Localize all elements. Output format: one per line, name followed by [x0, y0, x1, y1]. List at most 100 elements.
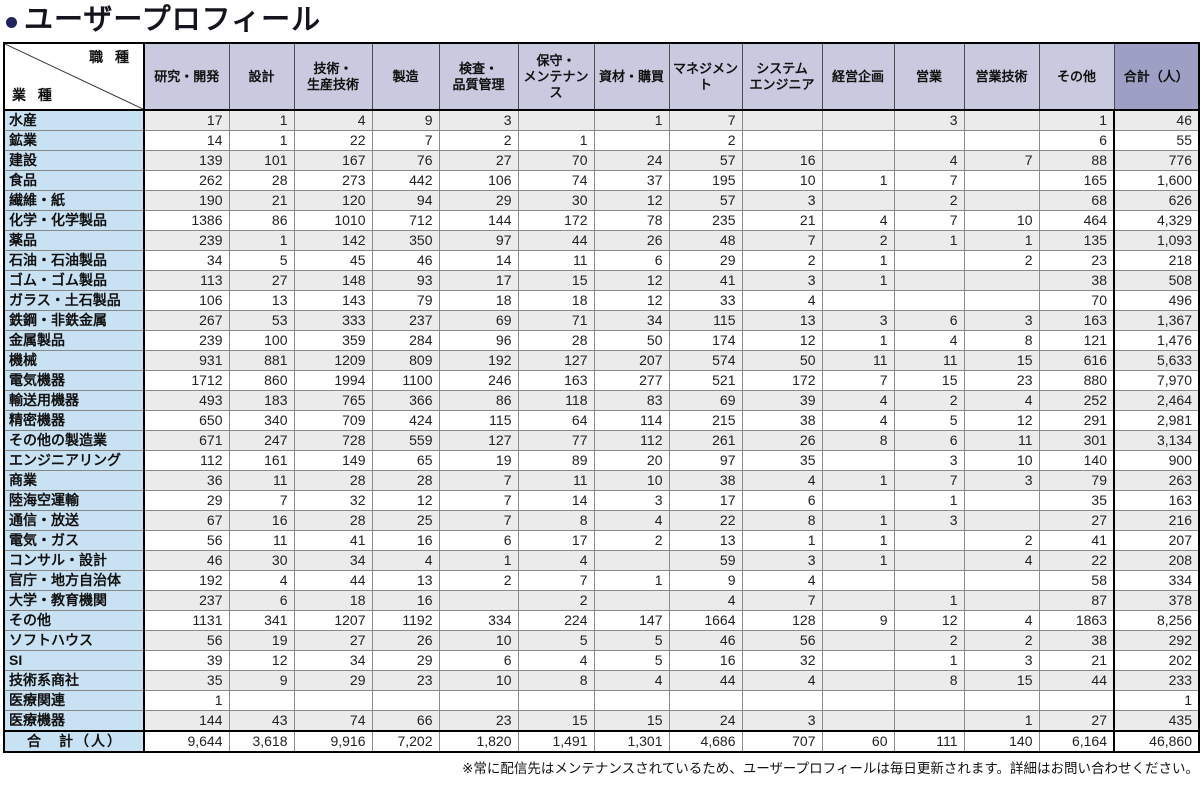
- table-row: 輸送用機器 493 183 765 366 86 118 83 69 39 4 2 4 252 2,464: [3, 390, 1200, 412]
- data-cell: 1: [963, 230, 1040, 252]
- table-row: 官庁・地方自治体 192 4 44 13 2 7 1 9 4 58 334: [3, 570, 1200, 592]
- data-cell: 13: [371, 570, 440, 592]
- data-cell: 28: [228, 170, 295, 192]
- data-cell: 26: [371, 630, 440, 652]
- data-cell: 5: [893, 410, 965, 432]
- row-total-cell: 2,981: [1113, 410, 1200, 432]
- data-cell: 12: [963, 410, 1040, 432]
- data-cell: 21: [1038, 650, 1115, 672]
- row-total-cell: 435: [1113, 710, 1200, 732]
- table-row: 電気・ガス 56 11 41 16 6 17 2 13 1 1 2 41 207: [3, 530, 1200, 552]
- data-cell: 273: [293, 170, 373, 192]
- data-cell: 17: [517, 530, 595, 552]
- row-label: 医療関連: [3, 690, 145, 712]
- row-total-cell: 292: [1113, 630, 1200, 652]
- table-row: 通信・放送 67 16 28 25 7 8 4 22 8 1 3 27 216: [3, 510, 1200, 532]
- data-cell: 2: [963, 250, 1040, 272]
- column-header: 設計: [228, 42, 295, 112]
- data-cell: [438, 690, 519, 712]
- row-label: 技術系商社: [3, 670, 145, 692]
- data-cell: 19: [228, 630, 295, 652]
- data-cell: 14: [517, 490, 595, 512]
- data-cell: 19: [438, 450, 519, 472]
- data-cell: 50: [593, 330, 670, 352]
- data-cell: 127: [438, 430, 519, 452]
- data-cell: 23: [963, 370, 1040, 392]
- data-cell: [517, 690, 595, 712]
- data-cell: 97: [668, 450, 743, 472]
- data-cell: [963, 570, 1040, 592]
- data-cell: 4: [821, 210, 895, 232]
- data-cell: 464: [1038, 210, 1115, 232]
- data-cell: 29: [371, 650, 440, 672]
- data-cell: 2: [893, 390, 965, 412]
- data-cell: 1100: [371, 370, 440, 392]
- data-cell: [893, 290, 965, 312]
- data-cell: 239: [143, 230, 230, 252]
- data-cell: 7: [741, 590, 823, 612]
- page-title: ユーザープロフィール: [24, 4, 322, 36]
- data-cell: [893, 710, 965, 732]
- data-cell: 2: [963, 630, 1040, 652]
- data-cell: 76: [371, 150, 440, 172]
- data-cell: 2: [438, 130, 519, 152]
- column-header: 営業: [893, 42, 965, 112]
- data-cell: 11: [228, 470, 295, 492]
- data-cell: 29: [438, 190, 519, 212]
- data-cell: 616: [1038, 350, 1115, 372]
- data-cell: 6: [438, 650, 519, 672]
- data-cell: 215: [668, 410, 743, 432]
- data-cell: 38: [668, 470, 743, 492]
- data-cell: 7: [821, 370, 895, 392]
- data-cell: 121: [1038, 330, 1115, 352]
- data-cell: 4: [517, 550, 595, 572]
- data-cell: [668, 690, 743, 712]
- row-label: 陸海空運輸: [3, 490, 145, 512]
- data-cell: 1207: [293, 610, 373, 632]
- row-label: ソフトハウス: [3, 630, 145, 652]
- row-total-cell: 46,860: [1113, 730, 1200, 754]
- data-cell: 149: [293, 450, 373, 472]
- data-cell: [593, 130, 670, 152]
- table-row: コンサル・設計 46 30 34 4 1 4 59 3 1 4 22 208: [3, 550, 1200, 572]
- table-row: 繊維・紙 190 21 120 94 29 30 12 57 3 2 68 626: [3, 190, 1200, 212]
- data-cell: 46: [143, 550, 230, 572]
- data-cell: 53: [228, 310, 295, 332]
- data-cell: 2: [438, 570, 519, 592]
- data-cell: 13: [668, 530, 743, 552]
- row-total-cell: 1,093: [1113, 230, 1200, 252]
- data-cell: 12: [593, 270, 670, 292]
- column-header-total: 合計（人）: [1113, 42, 1200, 112]
- data-cell: 301: [1038, 430, 1115, 452]
- data-cell: 12: [593, 290, 670, 312]
- data-cell: 32: [293, 490, 373, 512]
- table-row: 食品 262 28 273 442 106 74 37 195 10 1 7 165 1,600: [3, 170, 1200, 192]
- data-cell: 44: [668, 670, 743, 692]
- data-cell: 18: [293, 590, 373, 612]
- row-total-cell: 216: [1113, 510, 1200, 532]
- data-cell: 1: [517, 130, 595, 152]
- row-total-cell: 776: [1113, 150, 1200, 172]
- data-cell: 15: [963, 350, 1040, 372]
- data-cell: [821, 190, 895, 212]
- row-total-cell: 55: [1113, 130, 1200, 152]
- data-cell: [821, 690, 895, 712]
- data-cell: 60: [821, 730, 895, 754]
- data-cell: 3: [893, 109, 965, 132]
- table-row: 技術系商社 35 9 29 23 10 8 4 44 4 8 15 44 233: [3, 670, 1200, 692]
- data-cell: 235: [668, 210, 743, 232]
- column-header: 経営企画: [821, 42, 895, 112]
- row-total-cell: 46: [1113, 109, 1200, 132]
- row-label: 官庁・地方自治体: [3, 570, 145, 592]
- data-cell: 224: [517, 610, 595, 632]
- row-label: その他の製造業: [3, 430, 145, 452]
- data-cell: 239: [143, 330, 230, 352]
- data-cell: 10: [438, 630, 519, 652]
- data-cell: 3: [741, 270, 823, 292]
- data-cell: 139: [143, 150, 230, 172]
- data-cell: [438, 590, 519, 612]
- row-axis-label: 業 種: [12, 86, 56, 103]
- data-cell: 48: [668, 230, 743, 252]
- row-total-cell: 900: [1113, 450, 1200, 472]
